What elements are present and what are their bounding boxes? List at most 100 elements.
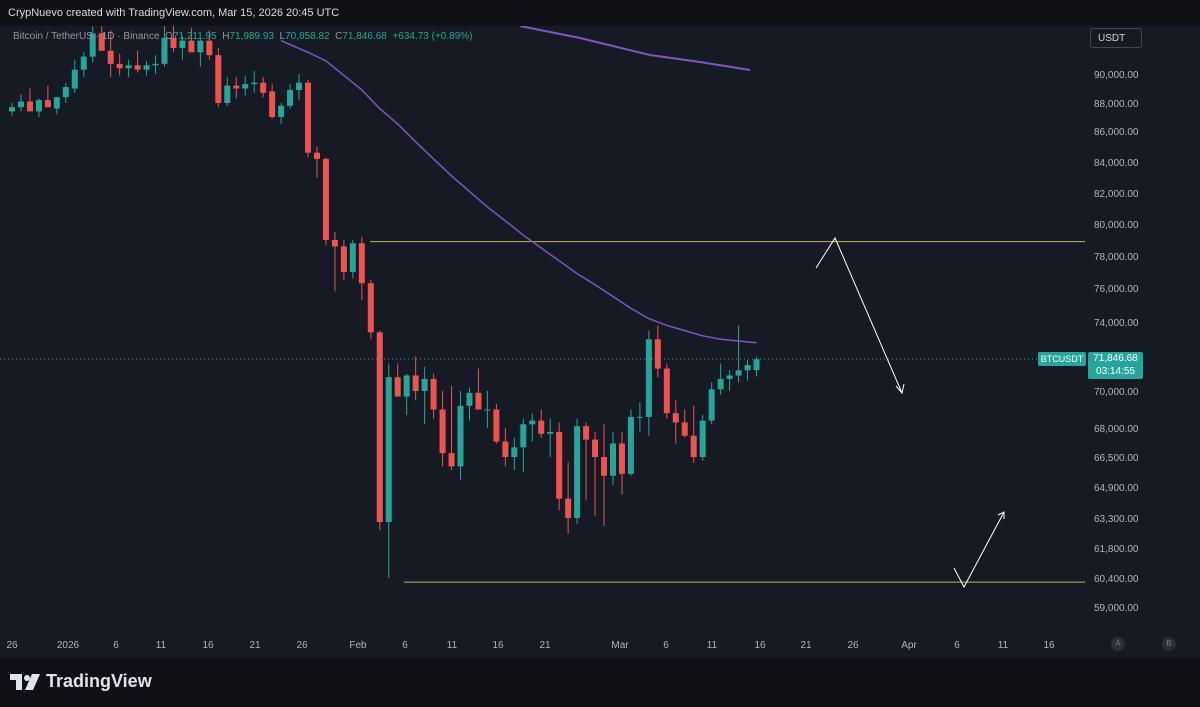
candle-body: [53, 97, 60, 109]
candle-body: [71, 69, 78, 89]
bearish-arrow-head: [895, 383, 905, 395]
bullish-arrow-head: [997, 511, 1005, 519]
y-tick-label: 74,000.00: [1094, 318, 1139, 329]
candle-body: [421, 378, 428, 391]
tradingview-logo[interactable]: TradingView: [10, 671, 152, 692]
candle-body: [645, 339, 652, 417]
candle-body: [547, 431, 554, 434]
candle-body: [439, 409, 446, 454]
candle-body: [726, 375, 733, 379]
bar-countdown: 03:14:55: [1096, 366, 1135, 377]
candle-body: [529, 420, 536, 425]
x-tick-label: 11: [707, 640, 718, 651]
candle-body: [609, 443, 616, 476]
x-tick-label: 26: [296, 640, 308, 651]
candle-body: [331, 240, 338, 247]
candle-body: [26, 101, 33, 112]
candle-body: [161, 37, 168, 64]
x-tick-label: 11: [156, 640, 167, 651]
candle-body: [618, 443, 625, 474]
x-tick-label: 26: [6, 640, 18, 651]
candle-body: [80, 56, 87, 70]
candle-body: [89, 33, 96, 57]
candle-body: [556, 431, 563, 499]
x-tick-label: 26: [847, 640, 859, 651]
candle-body: [125, 65, 132, 69]
symbol-price-tag: BTCUSDT: [1038, 352, 1086, 366]
candle-body: [744, 365, 751, 371]
x-tick-label: 6: [954, 640, 960, 651]
candle-body: [681, 422, 688, 436]
author-line: CrypNuevo created with TradingView.com, …: [8, 7, 340, 19]
candle-body: [484, 409, 491, 411]
candle-body: [627, 416, 634, 474]
candle-body: [107, 50, 114, 64]
legend-close-label: C: [335, 31, 343, 42]
candle-body: [287, 89, 294, 106]
bullish-projection-arrow: [953, 511, 1005, 589]
chart-svg[interactable]: 90,000.00 88,000.00 86,000.00 84,000.00 82,0…: [0, 26, 1200, 658]
candle-body: [170, 37, 177, 48]
candle-body: [672, 413, 679, 423]
candle-body: [143, 65, 150, 70]
candle-body: [708, 389, 715, 421]
candle-body: [511, 447, 518, 457]
candle-body: [412, 375, 419, 391]
chart-legend: Bitcoin / TetherUS · 1D · Binance O71,21…: [13, 31, 473, 42]
candle-body: [583, 426, 590, 440]
candle-body: [475, 392, 482, 410]
candle-body: [735, 370, 742, 376]
candle-body: [367, 283, 374, 333]
candle-body: [188, 40, 195, 53]
candle-body: [152, 63, 159, 66]
candle-body: [717, 378, 724, 390]
candle-body: [44, 100, 51, 108]
candle-body: [134, 65, 141, 70]
candle-body: [457, 405, 464, 467]
candle-body: [385, 377, 392, 522]
x-tick-label: 16: [202, 640, 214, 651]
candle-body: [179, 40, 186, 48]
candle-body: [520, 424, 527, 448]
auto-scale-button[interactable]: A: [1111, 637, 1125, 651]
y-tick-label: 82,000.00: [1094, 189, 1139, 200]
candle-body: [636, 416, 643, 418]
candle-body: [574, 426, 581, 518]
x-tick-label: 16: [1043, 640, 1055, 651]
candle-body: [502, 441, 509, 457]
x-tick-label: 6: [402, 640, 408, 651]
candle-body: [493, 409, 500, 442]
legend-close-value: 71,846.68: [342, 31, 387, 42]
currency-selector-button[interactable]: USDT: [1090, 28, 1142, 48]
candle-body: [251, 82, 258, 85]
chart-panel[interactable]: 90,000.00 88,000.00 86,000.00 84,000.00 82,0…: [0, 26, 1200, 658]
candle-body: [699, 420, 706, 457]
last-price-tag: 71,846.68 03:14:55: [1088, 352, 1143, 379]
x-tick-label: Apr: [901, 640, 917, 651]
candle-body: [340, 246, 347, 272]
candle-body: [17, 101, 24, 108]
candle-body: [278, 105, 285, 117]
footer-bar: [0, 658, 1200, 707]
candle-body: [242, 84, 249, 89]
log-scale-button[interactable]: B: [1162, 637, 1176, 651]
x-tick-label: 21: [249, 640, 261, 651]
candle-body: [394, 377, 401, 397]
candle-body: [313, 152, 320, 159]
candle-body: [466, 392, 473, 406]
x-tick-label: 21: [539, 640, 551, 651]
tradingview-logo-text: TradingView: [46, 671, 152, 691]
candle-body: [206, 40, 213, 56]
last-price-value: 71,846.68: [1093, 353, 1138, 364]
tradingview-logo-icon: [10, 673, 40, 690]
candle-body: [753, 359, 760, 371]
legend-open-value: 71,211.95: [172, 31, 217, 42]
x-tick-label: 2026: [57, 640, 80, 651]
candle-body: [654, 339, 661, 369]
bearish-projection-arrow: [815, 236, 903, 394]
candle-body: [358, 243, 365, 284]
candle-body: [62, 87, 69, 98]
y-tick-label: 88,000.00: [1094, 99, 1139, 110]
candle-body: [349, 243, 356, 272]
candle-body: [305, 82, 312, 153]
